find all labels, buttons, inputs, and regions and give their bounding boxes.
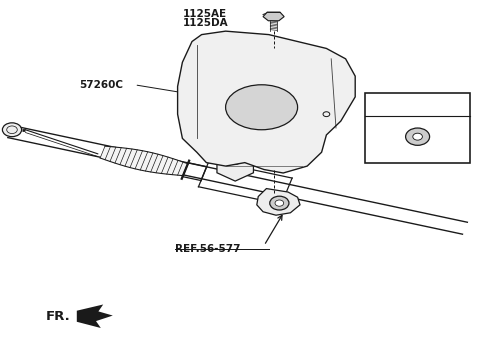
Ellipse shape (226, 85, 298, 130)
Polygon shape (178, 31, 355, 173)
Text: 57260C: 57260C (79, 80, 123, 90)
Text: 1327AC: 1327AC (395, 95, 440, 105)
Circle shape (413, 133, 422, 140)
Text: 1125AE: 1125AE (182, 9, 227, 19)
Circle shape (2, 123, 22, 137)
Circle shape (270, 196, 289, 210)
Polygon shape (77, 304, 113, 328)
Circle shape (406, 128, 430, 145)
Text: FR.: FR. (46, 310, 71, 323)
Polygon shape (263, 12, 284, 21)
Bar (365, 93, 470, 163)
Polygon shape (217, 148, 253, 181)
Circle shape (275, 200, 284, 206)
Text: 1125DA: 1125DA (182, 18, 228, 28)
Polygon shape (100, 146, 188, 176)
Polygon shape (257, 189, 300, 215)
Text: REF.56-577: REF.56-577 (175, 244, 240, 254)
